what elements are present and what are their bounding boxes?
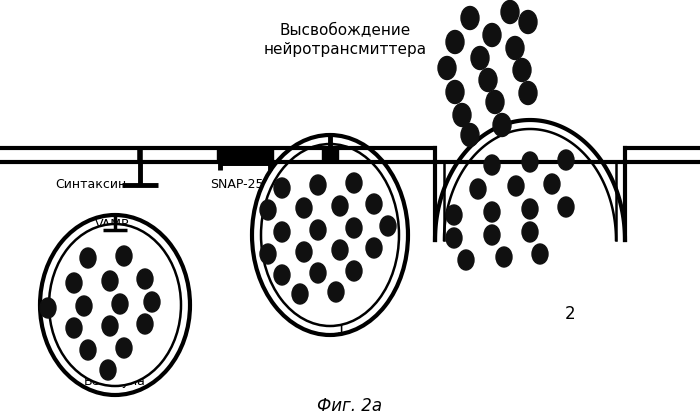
Ellipse shape [310,175,326,195]
Ellipse shape [479,68,497,91]
Ellipse shape [484,225,500,245]
Ellipse shape [346,173,362,193]
Ellipse shape [292,284,308,304]
Ellipse shape [532,244,548,264]
Ellipse shape [40,298,56,318]
Ellipse shape [310,263,326,283]
Ellipse shape [274,265,290,285]
Ellipse shape [366,238,382,258]
Ellipse shape [252,135,408,335]
Ellipse shape [116,246,132,266]
Polygon shape [217,148,273,162]
Ellipse shape [100,360,116,380]
Text: 2: 2 [565,305,575,323]
Polygon shape [435,120,625,240]
Ellipse shape [296,242,312,262]
Ellipse shape [506,37,524,60]
Ellipse shape [513,58,531,81]
Ellipse shape [508,176,524,196]
Ellipse shape [446,205,462,225]
Ellipse shape [66,273,82,293]
Text: Высвобождение: Высвобождение [279,22,411,37]
Ellipse shape [438,56,456,80]
Ellipse shape [461,123,479,146]
Ellipse shape [558,197,574,217]
Ellipse shape [484,155,500,175]
Ellipse shape [461,7,479,30]
Ellipse shape [519,81,537,105]
Text: Везикула: Везикула [84,375,146,388]
Ellipse shape [112,294,128,314]
Text: Синтаксин: Синтаксин [55,178,126,191]
Ellipse shape [102,316,118,336]
Ellipse shape [446,228,462,248]
Text: SNAP-25: SNAP-25 [210,178,263,191]
Ellipse shape [522,152,538,172]
Ellipse shape [483,23,501,47]
Ellipse shape [558,150,574,170]
Text: 1: 1 [335,320,345,338]
Text: нейротрансмиттера: нейротрансмиттера [263,42,426,57]
Ellipse shape [453,103,471,126]
Ellipse shape [522,222,538,242]
Ellipse shape [260,244,276,264]
Ellipse shape [346,218,362,238]
Ellipse shape [274,222,290,242]
Ellipse shape [116,338,132,358]
Ellipse shape [260,200,276,220]
Ellipse shape [80,340,96,360]
Ellipse shape [346,261,362,281]
Ellipse shape [144,292,160,312]
Ellipse shape [446,80,464,103]
Ellipse shape [496,247,512,267]
Ellipse shape [76,296,92,316]
Ellipse shape [471,47,489,70]
Ellipse shape [458,250,474,270]
Ellipse shape [137,269,153,289]
Ellipse shape [380,216,396,236]
Ellipse shape [137,314,153,334]
Ellipse shape [310,220,326,240]
Ellipse shape [49,224,181,386]
Ellipse shape [519,10,537,33]
Ellipse shape [332,240,348,260]
Ellipse shape [274,178,290,198]
Ellipse shape [522,199,538,219]
Ellipse shape [66,318,82,338]
Polygon shape [322,148,338,162]
Ellipse shape [296,198,312,218]
Ellipse shape [446,30,464,53]
Ellipse shape [80,248,96,268]
Ellipse shape [261,144,399,326]
Ellipse shape [470,179,486,199]
Ellipse shape [102,271,118,291]
Ellipse shape [486,90,504,113]
Ellipse shape [493,113,511,136]
Ellipse shape [544,174,560,194]
Text: VAMP: VAMP [95,218,130,231]
Ellipse shape [40,215,190,395]
Ellipse shape [332,196,348,216]
Text: Фиг. 2а: Фиг. 2а [317,397,383,415]
Ellipse shape [484,202,500,222]
Ellipse shape [328,282,344,302]
Ellipse shape [366,194,382,214]
Ellipse shape [501,0,519,23]
